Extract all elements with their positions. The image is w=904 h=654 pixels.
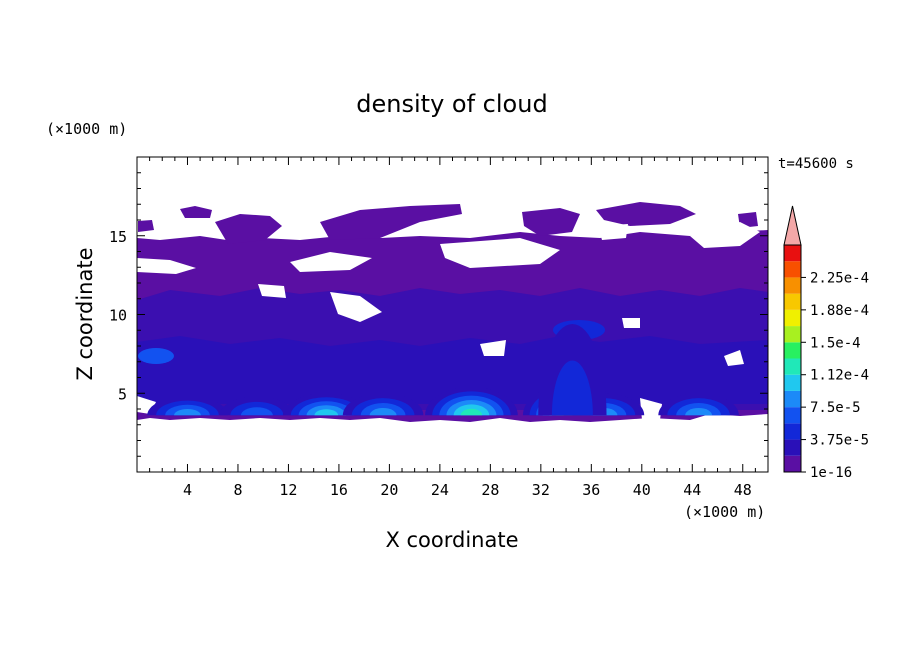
- colorbar-swatch: [784, 326, 801, 343]
- cloud-field: [137, 202, 768, 422]
- colorbar-swatch: [784, 439, 801, 456]
- x-tick-label: 32: [532, 481, 550, 499]
- chart-title: density of cloud: [356, 90, 547, 118]
- y-tick-label: 15: [109, 228, 127, 246]
- clear-gap: [480, 340, 506, 356]
- density-band-mid: [137, 336, 768, 404]
- y-axis-ticks: 5 10 15: [109, 172, 768, 457]
- x-tick-label: 16: [330, 481, 348, 499]
- x-tick-label: 12: [279, 481, 297, 499]
- cloud-fragment: [320, 204, 462, 240]
- colorbar-swatch: [784, 407, 801, 424]
- clear-gap: [290, 252, 372, 272]
- colorbar-swatch: [784, 455, 801, 472]
- cloud-fragment: [180, 206, 212, 218]
- x-tick-label: 36: [582, 481, 600, 499]
- x-tick-label: 8: [233, 481, 242, 499]
- cloud-fragment: [596, 202, 696, 226]
- x-tick-label: 44: [683, 481, 701, 499]
- y-axis-title: Z coordinate: [73, 247, 97, 380]
- x-tick-label: 4: [183, 481, 192, 499]
- x-tick-label: 48: [734, 481, 752, 499]
- colorbar-overflow-triangle: [783, 205, 802, 246]
- colorbar-label: 1e-16: [810, 465, 852, 481]
- colorbar-label: 1.12e-4: [810, 368, 869, 384]
- cell-contour: [685, 407, 713, 416]
- clear-gap: [690, 222, 760, 248]
- colorbar-swatch: [784, 374, 801, 391]
- time-label: t=45600 s: [778, 156, 854, 172]
- clear-gap: [330, 292, 382, 322]
- cell-contour: [460, 408, 483, 416]
- cell-contour: [174, 409, 201, 416]
- cloud-core-upper: [138, 348, 174, 364]
- x-tick-label: 20: [380, 481, 398, 499]
- colorbar: 1e-16 3.75e-5 7.5e-5 1.12e-4 1.5e-4 1.88e-4 2.…: [783, 205, 869, 481]
- y-unit-label: (×1000 m): [46, 120, 127, 138]
- colorbar-swatch: [784, 423, 801, 440]
- y-tick-label: 10: [109, 307, 127, 325]
- clear-gap: [598, 224, 628, 240]
- cloud-fragment: [522, 208, 580, 236]
- cell-contour: [240, 407, 273, 416]
- clear-gap: [258, 284, 286, 298]
- colorbar-label: 1.5e-4: [810, 335, 861, 351]
- cloud-fragment: [215, 214, 282, 244]
- colorbar-label: 7.5e-5: [810, 400, 861, 416]
- clear-gap: [622, 318, 640, 328]
- colorbar-swatch: [784, 358, 801, 375]
- colorbar-frame: [783, 244, 802, 473]
- colorbar-label: 3.75e-5: [810, 433, 869, 449]
- colorbar-swatch: [784, 277, 801, 294]
- x-tick-label: 40: [633, 481, 651, 499]
- cell-contour: [551, 360, 593, 416]
- x-tick-label: 28: [481, 481, 499, 499]
- colorbar-swatch: [784, 293, 801, 310]
- colorbar-swatch: [784, 390, 801, 408]
- clear-gap: [640, 398, 662, 420]
- colorbar-label: 2.25e-4: [810, 270, 869, 286]
- x-unit-label: (×1000 m): [684, 503, 765, 521]
- colorbar-swatch: [784, 342, 801, 359]
- colorbar-swatch: [784, 245, 801, 262]
- clear-gap: [724, 350, 744, 366]
- x-tick-label: 24: [431, 481, 449, 499]
- colorbar-swatch: [784, 309, 801, 327]
- cell-contour: [314, 409, 339, 416]
- x-axis-title: X coordinate: [385, 528, 518, 552]
- cloud-fragment: [138, 220, 154, 232]
- x-axis-ticks: 4 8 12 16 20 24 28 32 36 40 44 48: [149, 157, 756, 499]
- clear-gap: [440, 238, 560, 268]
- colorbar-label: 1.88e-4: [810, 303, 869, 319]
- colorbar-swatch: [784, 261, 801, 278]
- cell-contour: [369, 407, 397, 416]
- convective-cells: [147, 323, 739, 416]
- y-tick-label: 5: [118, 385, 127, 403]
- clear-gap: [137, 258, 196, 274]
